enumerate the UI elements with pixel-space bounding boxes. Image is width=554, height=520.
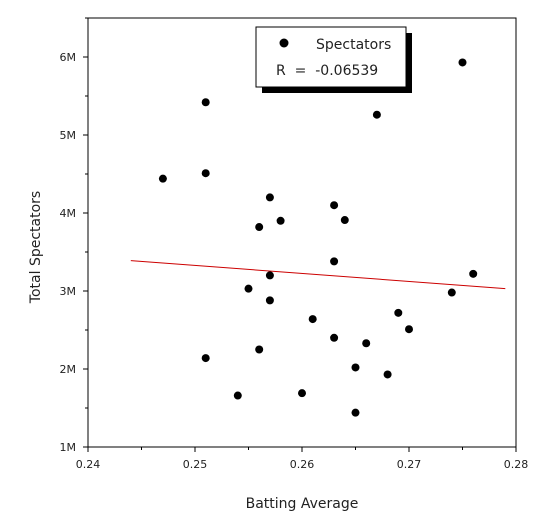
data-point [298, 389, 306, 398]
data-point [308, 315, 317, 324]
fit-line-layer [130, 260, 506, 290]
data-point [340, 216, 349, 225]
y-tick-label: 5M [60, 129, 77, 142]
data-point [330, 257, 339, 266]
y-tick-label: 6M [60, 51, 77, 64]
x-tick-label: 0.27 [397, 458, 422, 471]
data-point [351, 363, 360, 372]
x-tick-label: 0.25 [183, 458, 208, 471]
data-point [362, 339, 371, 348]
data-point [265, 271, 274, 280]
data-point [276, 216, 285, 225]
y-tick-label: 1M [60, 441, 77, 454]
data-point [447, 288, 456, 297]
data-point [330, 201, 339, 210]
x-tick-label: 0.26 [290, 458, 315, 471]
x-axis-title: Batting Average [246, 496, 359, 512]
data-point [383, 370, 392, 379]
data-points [158, 58, 478, 417]
x-tick-label: 0.28 [504, 458, 529, 471]
correlation-annotation: R = -0.06539 [276, 63, 378, 79]
data-point [351, 408, 360, 417]
data-point [201, 354, 210, 363]
data-point [158, 174, 167, 183]
data-point [330, 333, 339, 342]
data-point [255, 223, 264, 232]
legend-box [255, 26, 407, 88]
legend: Spectators R = -0.06539 [255, 26, 412, 93]
data-point [405, 325, 413, 334]
data-point [265, 193, 274, 202]
data-point [394, 308, 403, 317]
legend-marker [279, 38, 289, 48]
data-point [458, 58, 467, 67]
data-point [201, 169, 210, 178]
data-point [469, 269, 478, 278]
data-point [372, 110, 381, 119]
y-tick-label: 2M [60, 363, 77, 376]
axis-ticks: 0.24 0.25 0.26 0.27 0.28 1M 2M 3M 4M 5M 6M [60, 17, 529, 471]
data-point [255, 345, 264, 354]
data-point [233, 391, 242, 400]
data-point [244, 284, 253, 293]
fit-line [130, 260, 506, 290]
y-tick-label: 3M [60, 285, 77, 298]
x-tick-label: 0.24 [76, 458, 101, 471]
data-point [201, 98, 210, 107]
y-tick-label: 4M [60, 207, 77, 220]
data-point [265, 296, 274, 305]
y-axis-title: Total Spectators [28, 191, 44, 304]
legend-label: Spectators [316, 37, 391, 53]
